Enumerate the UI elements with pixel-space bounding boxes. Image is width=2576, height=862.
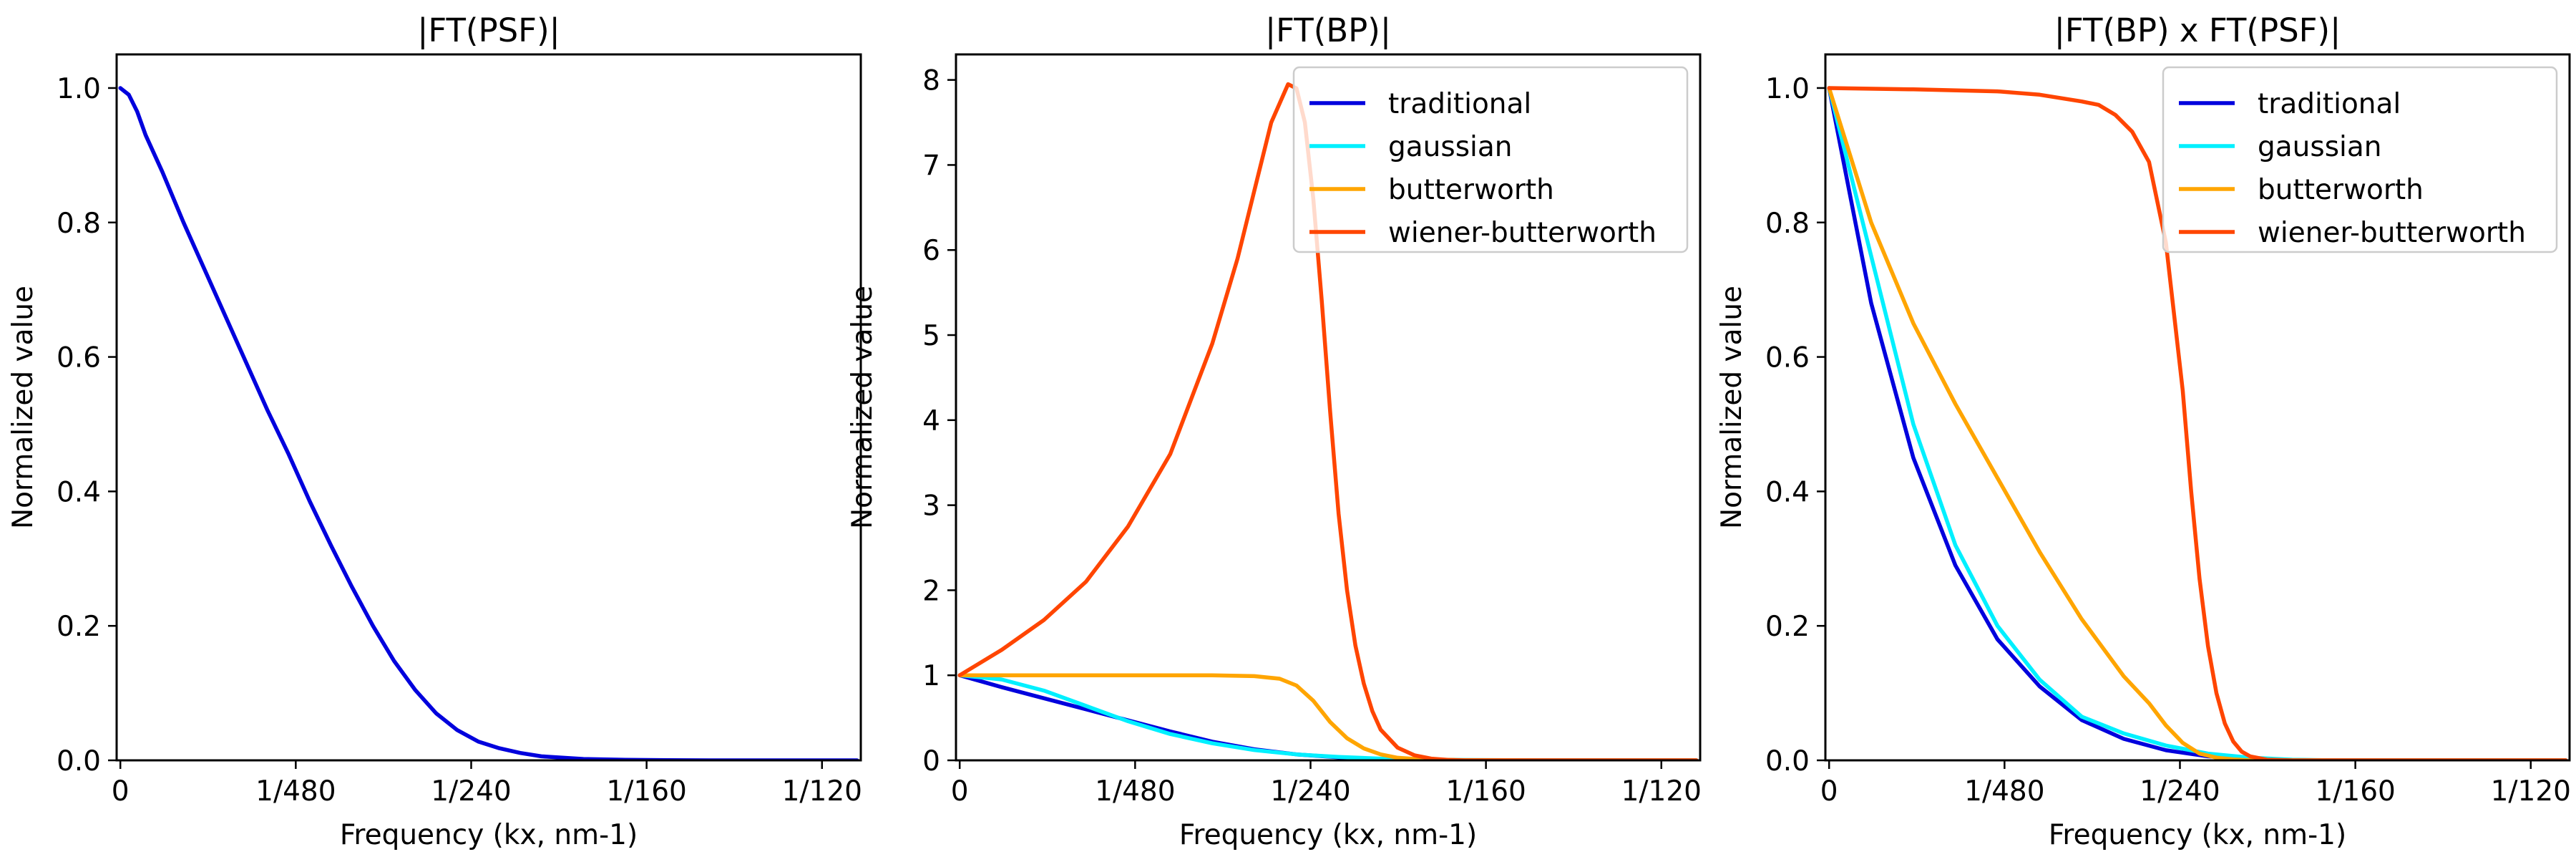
x-tick-label: 1/240 <box>1270 775 1350 808</box>
y-tick-label: 0.2 <box>1765 611 1810 643</box>
legend-box <box>1292 66 1689 253</box>
series-line-psf <box>118 86 859 760</box>
chart-panel-3: |FT(BP) x FT(PSF)| 0 1/480 1/240 1/160 1/120 0… <box>1716 11 2571 851</box>
y-axis-label: Normalized value <box>847 286 879 529</box>
y-tick-label: 7 <box>922 150 940 182</box>
series-line-wiener-butterworth <box>957 82 1699 760</box>
legend-label: gaussian <box>2258 131 2381 163</box>
legend-label: traditional <box>1388 88 1531 120</box>
legend-label: wiener-butterworth <box>2258 217 2526 249</box>
chart-title: |FT(PSF)| <box>417 11 560 49</box>
y-axis-label: Normalized value <box>1716 286 1748 529</box>
chart-panel-1: |FT(PSF)| 0 1/480 1/240 1/160 1/120 0.0 0.2 0.4 0… <box>7 11 862 851</box>
x-tick-label: 1/240 <box>431 775 511 808</box>
legend-label: wiener-butterworth <box>1388 217 1657 249</box>
series-line-butterworth <box>1827 86 2568 760</box>
chart-panel-2: |FT(BP)| 0 1/480 1/240 1/160 1/120 0 1 2 3 4 5 6 7 8 Fr… <box>847 11 1702 851</box>
x-tick-label: 0 <box>1820 775 1838 808</box>
legend: traditional gaussian butterworth wiener-but… <box>1292 66 1689 253</box>
x-tick-label: 1/120 <box>2491 775 2571 808</box>
x-tick-label: 1/240 <box>2140 775 2220 808</box>
y-tick-label: 0.6 <box>57 342 101 374</box>
legend: traditional gaussian butterworth wiener-but… <box>2162 66 2558 253</box>
series-group <box>118 86 859 760</box>
y-tick-label: 8 <box>922 65 940 97</box>
chart-title: |FT(BP) x FT(PSF)| <box>2054 11 2341 49</box>
legend-label: butterworth <box>2258 174 2424 206</box>
series-line-gaussian <box>1827 86 2568 760</box>
y-tick-label: 0.8 <box>1765 208 1810 240</box>
y-tick-label: 0 <box>922 745 940 778</box>
axes-frame <box>955 53 1702 762</box>
x-tick-label: 1/120 <box>782 775 862 808</box>
chart-title: |FT(BP)| <box>1265 11 1391 49</box>
x-tick-label: 1/480 <box>255 775 336 808</box>
x-tick-label: 1/160 <box>1445 775 1526 808</box>
series-line-traditional <box>1827 86 2568 760</box>
axes-frame <box>1824 53 2571 762</box>
series-line-butterworth <box>957 673 1699 760</box>
x-axis-label: Frequency (kx, nm-1) <box>2049 819 2346 851</box>
legend-label: traditional <box>2258 88 2401 120</box>
x-tick-label: 1/480 <box>1964 775 2044 808</box>
x-tick-label: 1/160 <box>2315 775 2395 808</box>
y-tick-label: 6 <box>922 235 940 267</box>
series-line-wiener-butterworth <box>1827 86 2568 760</box>
y-tick-label: 1.0 <box>1765 73 1810 105</box>
y-tick-label: 0.0 <box>1765 745 1810 778</box>
x-axis-label: Frequency (kx, nm-1) <box>1179 819 1477 851</box>
legend-label: butterworth <box>1388 174 1554 206</box>
x-axis-label: Frequency (kx, nm-1) <box>340 819 638 851</box>
y-tick-label: 0.6 <box>1765 342 1810 374</box>
y-tick-label: 5 <box>922 320 940 352</box>
series-group <box>1827 86 2568 760</box>
x-tick-label: 1/120 <box>1621 775 1702 808</box>
y-tick-label: 0.2 <box>57 611 101 643</box>
y-tick-label: 3 <box>922 490 940 523</box>
x-tick-label: 1/480 <box>1095 775 1175 808</box>
x-tick-label: 1/160 <box>606 775 686 808</box>
y-tick-label: 1.0 <box>57 73 101 105</box>
y-tick-label: 4 <box>922 405 940 437</box>
y-tick-label: 1 <box>922 660 940 692</box>
y-tick-label: 0.4 <box>1765 476 1810 508</box>
y-tick-label: 0.0 <box>57 745 101 778</box>
legend-label: gaussian <box>1388 131 1512 163</box>
legend-box <box>2162 66 2558 253</box>
x-tick-label: 0 <box>112 775 130 808</box>
y-tick-label: 2 <box>922 575 940 607</box>
y-axis-label: Normalized value <box>7 286 39 529</box>
y-tick-label: 0.8 <box>57 208 101 240</box>
y-tick-label: 0.4 <box>57 476 101 508</box>
x-tick-label: 0 <box>951 775 969 808</box>
axes-frame <box>115 53 862 762</box>
